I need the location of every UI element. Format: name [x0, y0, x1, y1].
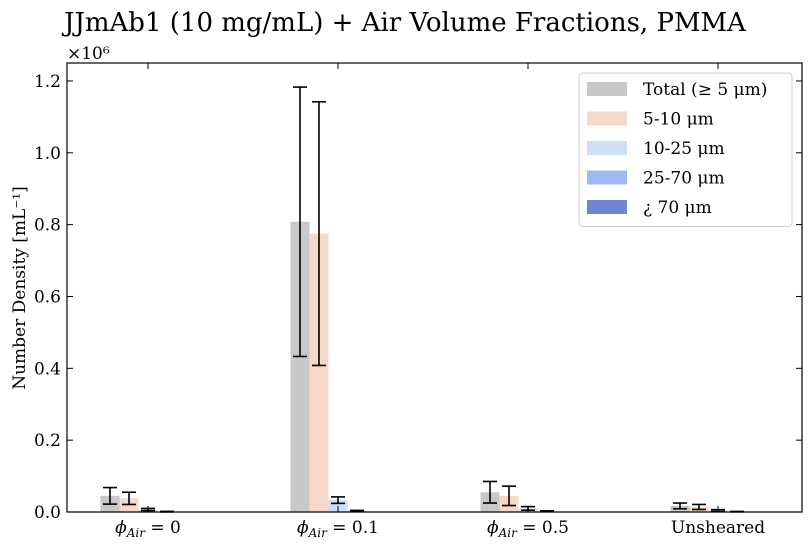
- y-multiplier-label: ×10⁶: [67, 44, 110, 64]
- x-tick-label: Unsheared: [671, 518, 765, 538]
- chart-title: JJmAb1 (10 mg/mL) + Air Volume Fractions…: [61, 8, 747, 38]
- legend-label: 10-25 μm: [643, 139, 725, 159]
- legend-swatch: [587, 171, 627, 185]
- legend: Total (≥ 5 μm) 5-10 μm 10-25 μm 25-70 μm ¿ 7…: [579, 73, 792, 227]
- legend-swatch: [587, 141, 627, 155]
- legend-swatch: [587, 200, 627, 214]
- y-tick-label: 1.0: [34, 144, 61, 164]
- x-tick-label: ϕAir = 0: [115, 518, 181, 540]
- legend-label: ¿ 70 μm: [643, 198, 712, 218]
- y-tick-label: 0.6: [34, 287, 61, 307]
- y-tick-label: 0.4: [34, 359, 61, 379]
- y-tick-label: 0.8: [34, 216, 61, 236]
- y-tick-label: 0.0: [34, 503, 61, 523]
- legend-label: Total (≥ 5 μm): [643, 80, 767, 100]
- x-tick-label: ϕAir = 0.1: [297, 518, 379, 540]
- y-tick-label: 0.2: [34, 431, 61, 451]
- y-tick-label: 1.2: [34, 72, 61, 92]
- legend-label: 25-70 μm: [643, 169, 725, 189]
- x-tick-label: ϕAir = 0.5: [487, 518, 569, 540]
- y-axis-label: Number Density [mL⁻¹]: [10, 186, 30, 390]
- legend-swatch: [587, 82, 627, 96]
- legend-label: 5-10 μm: [643, 110, 714, 130]
- legend-swatch: [587, 112, 627, 126]
